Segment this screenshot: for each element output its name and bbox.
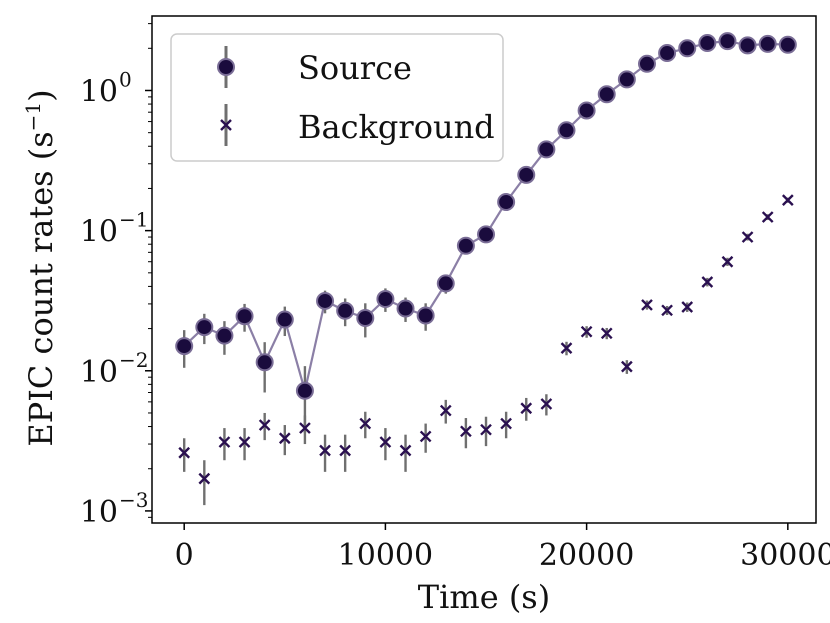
background-point (701, 276, 714, 288)
background-point (600, 327, 613, 340)
source-point (255, 353, 274, 372)
x-axis-label: Time (s) (418, 578, 550, 616)
background-point (520, 402, 533, 415)
x-tick-label: 30000 (740, 538, 830, 573)
background-point (681, 301, 694, 313)
source-point (477, 225, 496, 244)
source-point (356, 309, 375, 328)
background-point (540, 398, 553, 410)
legend-entry-background: Background (220, 104, 495, 146)
x-tick-label: 10000 (338, 538, 433, 573)
y-tick-label: 10 (80, 215, 118, 250)
y-axis-label: EPIC count rates (s−1) (21, 89, 60, 446)
background-point (359, 417, 372, 430)
y-tick-exponent: −1 (119, 208, 148, 232)
legend-entry-source: Source (217, 46, 412, 88)
y-axis-label-tail: ) (22, 89, 60, 101)
x-tick-label: 0 (175, 538, 194, 573)
background-point (218, 436, 231, 448)
background-point (379, 436, 392, 448)
source-point (758, 34, 777, 53)
background-point (761, 211, 774, 223)
source-point (336, 301, 355, 320)
background-point (178, 446, 191, 459)
y-tick-label: 10 (80, 74, 118, 109)
y-axis-label-main: EPIC count rates (s (22, 131, 60, 446)
background-point (721, 255, 734, 268)
background-point (399, 444, 412, 457)
background-point (198, 472, 211, 485)
x-tick-label: 20000 (539, 538, 634, 573)
axes-frame (151, 15, 817, 524)
background-point (781, 194, 794, 206)
source-point (235, 307, 254, 326)
y-tick-exponent: −2 (119, 348, 148, 372)
source-point (517, 165, 536, 184)
y-tick-label: 10 (80, 495, 118, 530)
background-point (339, 444, 352, 457)
background-point (278, 432, 291, 445)
source-point (597, 85, 616, 104)
source-point (537, 140, 556, 159)
legend-source-label: Source (298, 49, 412, 87)
source-point (557, 121, 576, 140)
legend: Source Background (170, 33, 504, 162)
source-point (396, 299, 415, 318)
y-tick-exponent: 0 (119, 67, 132, 91)
background-point (439, 404, 452, 417)
background-point (500, 417, 512, 430)
source-point (718, 32, 737, 51)
source-series (175, 32, 797, 433)
source-point (456, 236, 475, 255)
background-point (299, 422, 311, 434)
source-point (275, 310, 294, 329)
source-point (497, 193, 516, 212)
background-point (419, 430, 432, 443)
background-point (238, 436, 251, 448)
source-point (316, 291, 335, 310)
background-series (178, 194, 794, 506)
background-point (580, 325, 593, 338)
background-point (560, 342, 573, 355)
background-point (258, 419, 271, 431)
y-tick-exponent: −3 (119, 488, 148, 512)
plot-area (175, 32, 797, 506)
legend-box (170, 33, 504, 162)
x-axis: 0 10000 20000 30000 (175, 523, 830, 573)
source-point (617, 70, 636, 89)
background-point (480, 423, 492, 436)
source-point (416, 306, 435, 325)
source-point (215, 326, 234, 345)
legend-background-marker (220, 119, 232, 131)
source-point (376, 290, 395, 309)
background-point (741, 231, 754, 243)
background-point (661, 304, 673, 317)
background-point (621, 360, 633, 373)
source-point (295, 381, 314, 400)
background-point (641, 299, 653, 311)
source-point (175, 337, 194, 356)
source-point (637, 54, 656, 73)
source-point (738, 36, 757, 55)
source-point (778, 35, 797, 54)
source-point (658, 44, 677, 63)
background-point (460, 425, 472, 438)
legend-background-label: Background (298, 108, 495, 146)
source-point (698, 34, 717, 53)
y-axis-label-exponent: −1 (21, 102, 45, 131)
source-point (577, 101, 596, 120)
source-point (678, 39, 697, 58)
y-tick-label: 10 (80, 355, 118, 390)
source-point (436, 274, 455, 293)
legend-source-marker (217, 58, 235, 76)
source-point (195, 318, 214, 337)
background-point (319, 444, 331, 457)
